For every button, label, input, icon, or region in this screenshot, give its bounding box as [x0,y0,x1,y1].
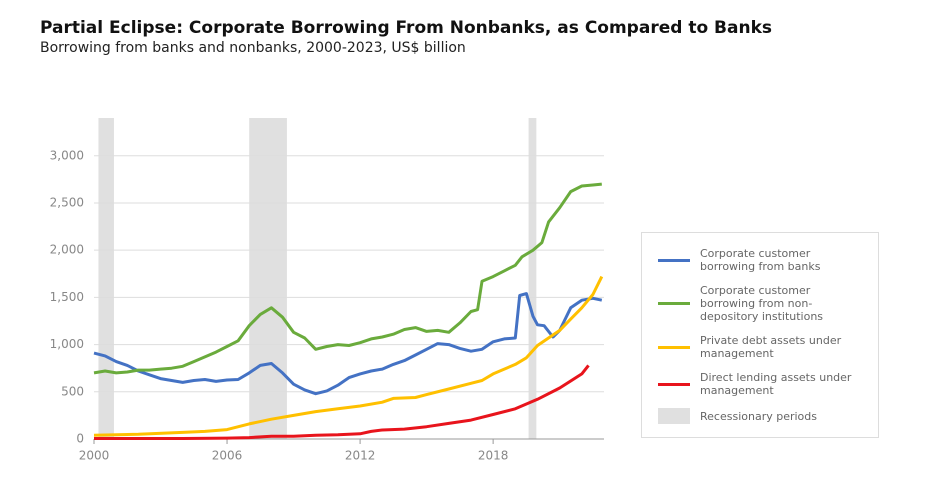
legend-item: Corporate customer borrowing from non-de… [658,284,868,323]
y-tick-label: 0 [76,432,84,446]
legend-label: Private debt assets under management [700,334,842,360]
y-tick-label: 2,500 [50,195,84,209]
chart-title: Partial Eclipse: Corporate Borrowing Fro… [40,18,773,38]
chart-subtitle: Borrowing from banks and nonbanks, 2000-… [40,40,466,56]
legend-item: Private debt assets under management [658,334,868,360]
legend-swatch [658,258,690,262]
series-line [93,275,604,437]
series-line [93,182,602,375]
y-tick-label: 2,000 [50,243,84,257]
legend-label: Recessionary periods [700,409,817,423]
legend-item: Recessionary periods [658,408,868,424]
recession-band [98,118,114,439]
legend-label: Direct lending assets under management [700,371,852,397]
x-tick-label: 2006 [212,449,243,463]
x-tick-label: 2000 [79,449,110,463]
y-tick-label: 1,000 [50,337,84,351]
series-line [93,292,603,396]
y-tick-label: 3,000 [50,148,84,162]
y-tick-label: 500 [61,384,84,398]
legend-swatch [658,408,690,424]
legend-swatch [658,382,690,386]
recession-band [249,118,287,439]
legend-swatch [658,302,690,305]
legend: Corporate customer borrowing from banks C… [641,232,879,438]
series-line [94,364,590,440]
y-tick-label: 1,500 [50,290,84,304]
legend-label: Corporate customer borrowing from non-de… [700,284,824,323]
legend-item: Direct lending assets under management [658,371,868,397]
x-tick-label: 2012 [345,449,376,463]
legend-label: Corporate customer borrowing from banks [700,247,821,273]
x-tick-label: 2018 [478,449,509,463]
legend-item: Corporate customer borrowing from banks [658,247,868,273]
recession-band [528,118,537,439]
legend-swatch [658,345,690,349]
